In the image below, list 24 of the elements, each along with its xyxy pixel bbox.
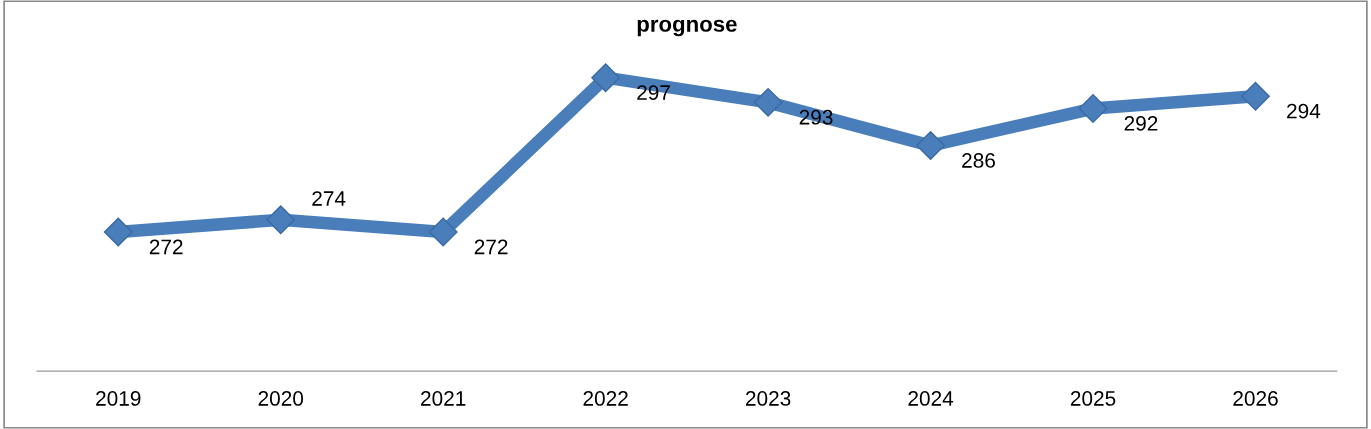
- point: [916, 131, 946, 161]
- point: [591, 63, 621, 93]
- x-tick-label: 2023: [745, 391, 791, 406]
- data-label: 272: [149, 239, 183, 255]
- x-tick-label: 2025: [1070, 391, 1116, 406]
- point: [266, 205, 296, 235]
- point: [1078, 94, 1108, 123]
- point: [428, 217, 458, 247]
- point: [103, 217, 133, 247]
- chart-title: prognose: [637, 19, 737, 37]
- x-tick-label: 2022: [583, 391, 628, 406]
- data-label: 293: [799, 109, 833, 125]
- x-tick-label: 2019: [96, 391, 141, 406]
- data-label: 286: [962, 153, 995, 168]
- x-tick-label: 2026: [1233, 391, 1278, 406]
- data-label: 274: [312, 191, 346, 206]
- data-label: 294: [1287, 103, 1321, 119]
- data-label: 272: [474, 239, 508, 255]
- point: [753, 87, 783, 117]
- x-tick-label: 2024: [908, 391, 954, 406]
- x-tick-label: 2021: [421, 391, 466, 406]
- x-tick-label: 2020: [258, 391, 304, 406]
- point: [1241, 81, 1270, 111]
- data-label: 292: [1124, 116, 1158, 131]
